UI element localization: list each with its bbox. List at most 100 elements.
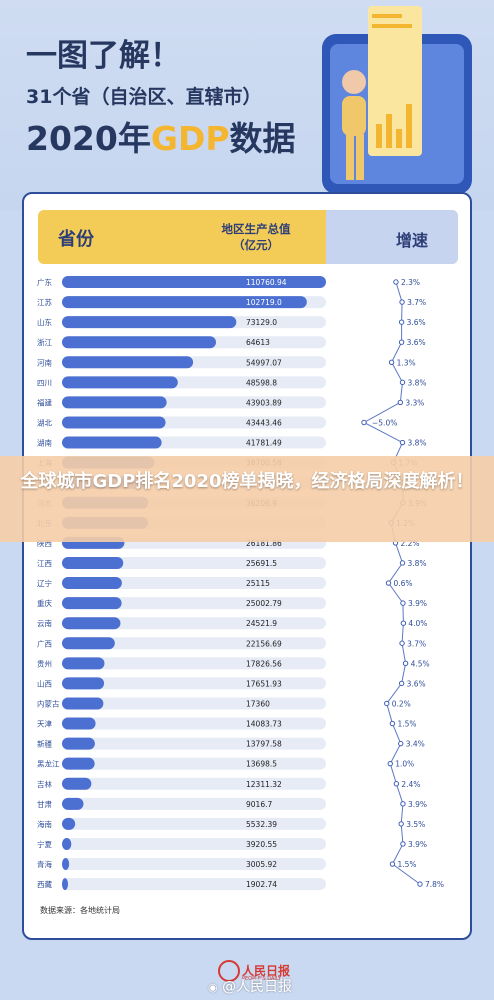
growth-point xyxy=(399,439,406,446)
province-label: 陕西 xyxy=(37,538,52,548)
table-header-growth-bg xyxy=(326,210,458,264)
gdp-bar xyxy=(62,577,122,590)
header-gdp-line1: 地区生产总值 xyxy=(221,222,291,236)
gdp-value-label: 9016.7 xyxy=(246,800,272,809)
gdp-bar xyxy=(62,697,104,710)
bar-track xyxy=(62,677,326,690)
gdp-value-label: 22156.69 xyxy=(246,639,282,648)
gdp-value-label: 17651.93 xyxy=(246,679,282,688)
growth-label: 3.8% xyxy=(408,559,427,568)
province-label: 山东 xyxy=(37,317,52,327)
growth-point xyxy=(399,299,405,305)
province-label: 湖南 xyxy=(37,438,52,448)
province-label: 黑龙江 xyxy=(37,759,60,769)
gdp-value-label: 26181.86 xyxy=(246,539,282,548)
gdp-value-label: 43443.46 xyxy=(246,418,282,427)
gdp-bar xyxy=(62,276,326,288)
growth-point xyxy=(400,801,406,807)
gdp-value-label: 13698.5 xyxy=(246,760,277,769)
doc-line xyxy=(372,24,412,28)
gdp-bar xyxy=(62,858,70,871)
growth-point xyxy=(400,620,407,626)
province-label: 江西 xyxy=(37,559,52,568)
growth-label: 3.6% xyxy=(407,679,426,688)
growth-label: 3.9% xyxy=(408,599,427,608)
province-label: 广东 xyxy=(37,277,52,287)
gdp-bar xyxy=(62,416,166,429)
province-label: 西藏 xyxy=(37,879,52,889)
growth-label: 0.6% xyxy=(394,579,413,588)
growth-point xyxy=(400,600,406,606)
doc-line xyxy=(372,14,402,18)
gdp-bar xyxy=(62,396,167,409)
growth-point xyxy=(398,821,404,827)
gdp-bar xyxy=(62,777,92,790)
growth-point xyxy=(393,781,400,787)
header-province: 省份 xyxy=(58,229,94,250)
overlay-banner xyxy=(0,456,494,542)
gdp-bar xyxy=(62,757,95,770)
growth-label: 1.3% xyxy=(397,358,416,367)
province-label: 重庆 xyxy=(37,598,52,608)
growth-point xyxy=(361,419,367,426)
gdp-bar xyxy=(62,316,237,329)
bar-track xyxy=(62,878,326,891)
peoples-daily-logo: 人民日报 PEOPLE'S DAILY xyxy=(204,960,294,1000)
gdp-value-label: 14083.73 xyxy=(246,720,282,729)
gdp-value-label: 54997.07 xyxy=(246,358,282,367)
growth-point xyxy=(397,399,404,406)
gdp-bar xyxy=(62,376,178,389)
gdp-bar xyxy=(62,356,194,369)
gdp-bar xyxy=(62,556,124,569)
gdp-value-label: 25002.79 xyxy=(246,599,282,608)
title-tail: 数据 xyxy=(229,119,296,158)
gdp-value-label: 3920.55 xyxy=(246,840,277,849)
person-body xyxy=(342,96,366,136)
watermark-text: @人民日报 xyxy=(222,979,293,995)
growth-point xyxy=(398,680,405,687)
title-gdp: GDP xyxy=(150,119,230,158)
gdp-value-label: 43903.89 xyxy=(246,398,282,407)
gdp-bar xyxy=(62,837,72,850)
bar-track xyxy=(62,697,326,710)
gdp-bar xyxy=(62,597,122,610)
growth-label: 3.7% xyxy=(407,639,426,648)
gdp-value-label: 12311.32 xyxy=(246,780,282,789)
weibo-icon: ◉ xyxy=(208,981,218,994)
header-gdp-line2: （亿元） xyxy=(233,238,279,252)
logo-name: 人民日报 xyxy=(242,964,291,978)
province-label: 云南 xyxy=(37,618,52,628)
gdp-bar xyxy=(62,296,307,309)
growth-label: 3.8% xyxy=(408,378,427,387)
gdp-bar xyxy=(62,878,68,891)
growth-label: 2.4% xyxy=(401,780,420,789)
gdp-value-label: 17360 xyxy=(246,699,270,708)
growth-label: 3.4% xyxy=(406,740,425,749)
province-label: 天津 xyxy=(37,720,52,729)
doc-bar xyxy=(386,114,392,148)
growth-point xyxy=(399,379,406,386)
growth-label: 4.5% xyxy=(411,659,430,668)
bar-track xyxy=(62,617,326,630)
province-label: 福建 xyxy=(37,397,52,407)
bar-track xyxy=(62,837,326,850)
bar-track xyxy=(62,556,326,569)
header-gdp: 地区生产总值 （亿元） xyxy=(206,221,306,253)
bar-track xyxy=(62,797,326,810)
gdp-bar xyxy=(62,637,115,650)
growth-label: 3.8% xyxy=(408,439,427,448)
logo-sub: PEOPLE'S DAILY xyxy=(242,976,282,982)
province-label: 宁夏 xyxy=(37,839,52,849)
province-label: 湖北 xyxy=(37,418,52,427)
bar-track xyxy=(62,717,326,730)
province-label: 青海 xyxy=(37,859,52,869)
growth-label: 3.6% xyxy=(407,318,426,327)
gdp-value-label: 48598.8 xyxy=(246,378,277,387)
person-head xyxy=(342,70,366,94)
growth-point xyxy=(417,881,423,887)
province-label: 四川 xyxy=(37,378,52,387)
growth-point xyxy=(393,279,399,285)
header-growth: 增速 xyxy=(396,231,429,250)
growth-label: 2.2% xyxy=(401,539,420,548)
